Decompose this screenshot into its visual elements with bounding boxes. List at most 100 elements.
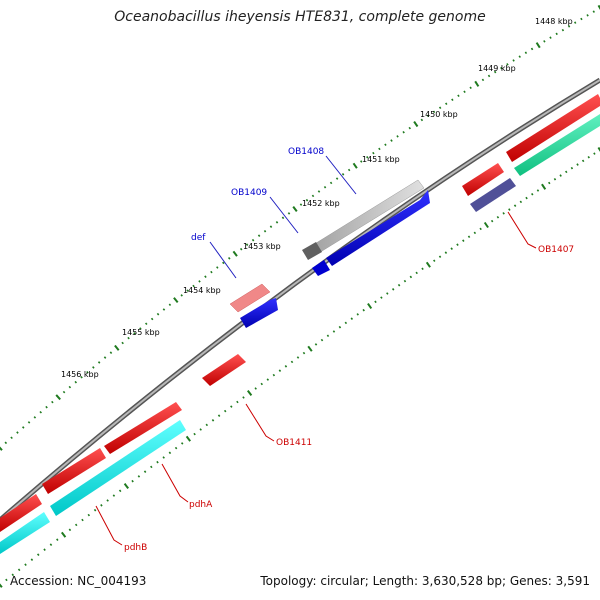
scale-tick — [524, 51, 528, 55]
scale-tick — [493, 70, 497, 74]
scale-tick — [257, 234, 261, 237]
scale-label-1452: 1452 kbp — [302, 199, 340, 208]
scale-tick — [372, 151, 375, 155]
feature-pseudo-pink[interactable] — [229, 283, 271, 313]
scale-tick — [36, 553, 40, 557]
feature-ob1407-red[interactable] — [462, 163, 504, 196]
label-ob1407[interactable]: OB1407 — [538, 245, 574, 255]
feature-pdhb-cyan[interactable] — [0, 420, 186, 554]
scale-tick — [278, 369, 282, 372]
scale-tick — [30, 558, 34, 561]
scale-tick — [144, 322, 148, 326]
scale-label-1456: 1456 kbp — [61, 370, 99, 379]
label-ob1411[interactable]: OB1411 — [276, 438, 312, 448]
scale-tick — [580, 17, 583, 21]
scale-tick — [24, 563, 27, 567]
scale-tick — [341, 173, 345, 176]
label-ob1409[interactable]: OB1409 — [231, 188, 267, 198]
scale-tick — [269, 225, 273, 228]
scale-tick — [307, 345, 313, 352]
scale-tick — [251, 238, 255, 242]
scale-tick — [180, 442, 184, 445]
scale-tick — [254, 387, 257, 390]
scale-tick — [242, 396, 245, 399]
scale-tick — [467, 235, 471, 239]
feature-def-small-blue[interactable] — [312, 260, 330, 276]
scale-tick — [490, 219, 494, 223]
scale-tick — [162, 308, 166, 311]
scale-tick — [356, 313, 359, 316]
scale-tick — [217, 414, 221, 417]
scale-tick — [74, 523, 78, 527]
scale-tick — [597, 4, 600, 11]
leader-ob1408 — [325, 155, 357, 195]
scale-tick — [62, 390, 66, 394]
scale-tick — [133, 332, 136, 335]
scale-tick — [581, 159, 585, 163]
scale-tick — [450, 247, 453, 250]
scale-tick — [173, 297, 179, 304]
scale-tick — [93, 508, 97, 512]
scale-tick — [561, 28, 565, 32]
feature-ob1409-blue-upper[interactable] — [326, 190, 430, 266]
label-ob1408[interactable]: OB1408 — [288, 147, 324, 157]
scale-tick — [390, 139, 393, 142]
scale-tick — [55, 394, 61, 401]
scale-tick — [367, 303, 373, 309]
scale-tick — [232, 250, 238, 257]
label-pdha[interactable]: pdhA — [189, 500, 213, 510]
label-def[interactable]: def — [191, 233, 206, 243]
label-pdhb[interactable]: pdhB — [124, 543, 147, 553]
feature-blue-lower[interactable] — [240, 298, 278, 328]
scale-tick — [56, 538, 59, 541]
scale-tick — [143, 470, 147, 473]
scale-tick — [10, 436, 13, 440]
scale-tick — [403, 279, 407, 283]
scale-tick — [512, 59, 515, 62]
scale-tick — [531, 192, 534, 196]
scale-tick — [168, 451, 172, 455]
scale-tick — [245, 243, 249, 246]
scale-tick — [180, 294, 183, 297]
inner-scale-track — [0, 146, 600, 588]
scale-tick — [299, 203, 303, 206]
scale-tick — [360, 160, 363, 163]
scale-tick — [168, 303, 172, 306]
scale-tick — [103, 356, 107, 359]
scale-tick — [87, 513, 91, 517]
scale-tick — [433, 259, 436, 262]
scale-tick — [559, 174, 562, 177]
scale-tick — [386, 292, 389, 295]
scale-tick — [597, 146, 600, 152]
scale-tick — [216, 266, 219, 269]
feature-ob1407-navy[interactable] — [470, 178, 516, 212]
scale-tick — [100, 504, 103, 507]
scale-tick — [49, 543, 53, 547]
scale-tick — [68, 385, 72, 389]
feature-green-topright[interactable] — [514, 114, 600, 176]
scale-tick — [68, 528, 72, 532]
scale-tick — [281, 216, 285, 220]
feature-pdha-red[interactable] — [42, 402, 182, 494]
scale-tick — [192, 284, 195, 288]
scale-tick — [347, 168, 351, 172]
feature-red-topright[interactable] — [506, 94, 600, 162]
scale-tick — [438, 255, 442, 258]
feature-ob1408[interactable] — [302, 179, 425, 260]
scale-tick — [432, 110, 436, 114]
scale-tick — [272, 373, 276, 377]
scale-tick — [199, 428, 202, 431]
scale-tick — [17, 568, 21, 572]
leader-ob1407 — [507, 211, 537, 249]
scale-tick — [223, 409, 227, 413]
accession-label: Accession: NC_004193 — [10, 574, 147, 588]
scale-tick — [473, 231, 477, 235]
scale-tick — [567, 25, 571, 28]
scale-tick — [415, 271, 418, 275]
feature-ob1411[interactable] — [202, 354, 246, 386]
scale-tick — [150, 317, 154, 321]
scale-tick — [5, 578, 8, 582]
scale-tick — [211, 419, 215, 422]
scale-tick — [574, 21, 577, 24]
feature-pdha-red-left[interactable] — [0, 494, 42, 532]
